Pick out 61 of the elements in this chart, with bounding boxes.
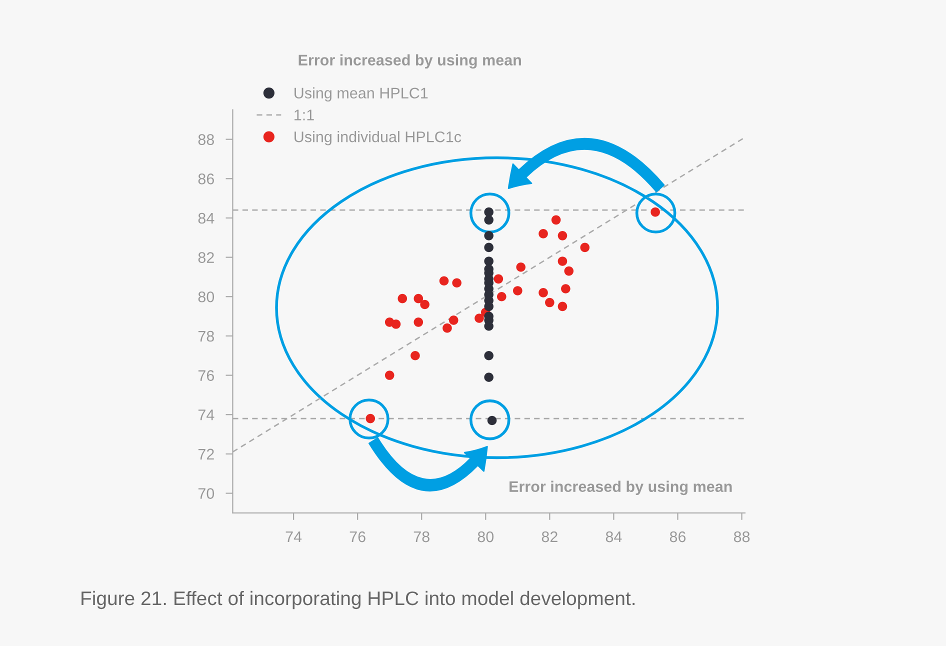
point (561, 284, 570, 294)
point (558, 231, 568, 240)
point (448, 316, 458, 325)
point (484, 231, 494, 240)
x-tick-label: 88 (734, 531, 750, 542)
point (580, 242, 590, 252)
y-tick-label: 78 (198, 330, 214, 342)
x-tick-label: 76 (350, 531, 366, 542)
y-tick-label: 88 (198, 134, 214, 145)
x-tick-label: 86 (670, 531, 686, 542)
legend-label: Using individual HPLC1c (294, 131, 462, 146)
y-tick-label: 72 (198, 448, 214, 460)
x-tick-label: 74 (286, 532, 302, 542)
point (484, 256, 494, 266)
x-tick-label: 80 (478, 531, 494, 542)
x-tick-label: 78 (414, 531, 430, 542)
text: Error increased by using mean (298, 54, 521, 69)
point (391, 319, 401, 329)
point (474, 314, 484, 323)
y-tick-label: 84 (198, 212, 214, 224)
point (487, 416, 497, 426)
point (538, 229, 548, 238)
point (484, 302, 494, 312)
point (398, 294, 408, 304)
point (538, 288, 548, 298)
x-tick-label: 82 (542, 531, 558, 542)
point (366, 414, 376, 424)
point (494, 274, 504, 284)
y-tick-label: 76 (198, 370, 214, 381)
point (496, 292, 506, 302)
point (452, 278, 462, 288)
point (484, 350, 494, 360)
point (414, 318, 424, 327)
point (414, 294, 424, 304)
point (545, 298, 554, 308)
y-tick-label: 80 (198, 291, 214, 302)
point (420, 300, 430, 310)
annotation: Error increased by using mean (510, 480, 732, 496)
y-tick-label: 86 (198, 174, 214, 184)
point (484, 207, 494, 217)
y-tick-label: 70 (198, 488, 214, 499)
point (516, 262, 526, 272)
point (558, 302, 568, 312)
point (558, 256, 568, 266)
point (551, 215, 561, 225)
point (484, 215, 494, 225)
point (384, 370, 394, 380)
legend-label: Using mean HPLC1 (294, 87, 428, 102)
point (484, 242, 494, 252)
y-tick-label: 82 (198, 252, 214, 263)
point (442, 323, 452, 333)
point (564, 266, 574, 276)
point (484, 372, 494, 382)
caption: Figure 21. Effect of incorporating HPLC into model development. (82, 590, 635, 610)
point (439, 276, 449, 286)
point (410, 350, 420, 360)
point (513, 286, 522, 296)
x-tick-label: 84 (606, 531, 622, 542)
legend-label: 1:1 (294, 110, 314, 120)
point (650, 207, 660, 217)
y-tick-label: 74 (198, 410, 214, 420)
